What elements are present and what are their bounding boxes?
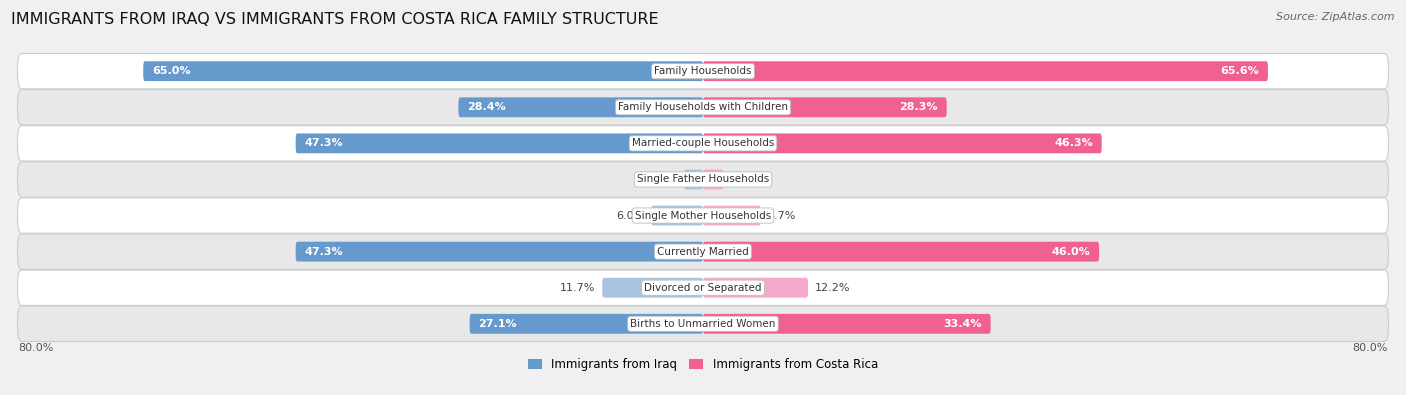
Text: 47.3%: 47.3%: [304, 246, 343, 257]
FancyBboxPatch shape: [703, 61, 1268, 81]
FancyBboxPatch shape: [651, 206, 703, 226]
Text: 28.4%: 28.4%: [467, 102, 506, 112]
FancyBboxPatch shape: [17, 53, 1389, 89]
FancyBboxPatch shape: [143, 61, 703, 81]
Text: 65.6%: 65.6%: [1220, 66, 1260, 76]
FancyBboxPatch shape: [703, 314, 991, 334]
Text: Family Households: Family Households: [654, 66, 752, 76]
Legend: Immigrants from Iraq, Immigrants from Costa Rica: Immigrants from Iraq, Immigrants from Co…: [523, 353, 883, 376]
FancyBboxPatch shape: [17, 162, 1389, 197]
FancyBboxPatch shape: [703, 134, 1102, 153]
Text: 2.4%: 2.4%: [731, 175, 759, 184]
FancyBboxPatch shape: [295, 134, 703, 153]
Text: IMMIGRANTS FROM IRAQ VS IMMIGRANTS FROM COSTA RICA FAMILY STRUCTURE: IMMIGRANTS FROM IRAQ VS IMMIGRANTS FROM …: [11, 12, 659, 27]
Text: 80.0%: 80.0%: [1353, 342, 1388, 353]
FancyBboxPatch shape: [703, 97, 946, 117]
FancyBboxPatch shape: [703, 278, 808, 298]
Text: 46.3%: 46.3%: [1054, 138, 1092, 149]
Text: Source: ZipAtlas.com: Source: ZipAtlas.com: [1277, 12, 1395, 22]
FancyBboxPatch shape: [17, 306, 1389, 342]
Text: Single Father Households: Single Father Households: [637, 175, 769, 184]
FancyBboxPatch shape: [17, 270, 1389, 305]
Text: Family Households with Children: Family Households with Children: [619, 102, 787, 112]
FancyBboxPatch shape: [458, 97, 703, 117]
FancyBboxPatch shape: [17, 90, 1389, 125]
Text: Married-couple Households: Married-couple Households: [631, 138, 775, 149]
Text: Divorced or Separated: Divorced or Separated: [644, 283, 762, 293]
FancyBboxPatch shape: [295, 242, 703, 261]
FancyBboxPatch shape: [703, 169, 724, 189]
FancyBboxPatch shape: [17, 198, 1389, 233]
FancyBboxPatch shape: [17, 126, 1389, 161]
Text: 65.0%: 65.0%: [152, 66, 190, 76]
FancyBboxPatch shape: [470, 314, 703, 334]
FancyBboxPatch shape: [17, 234, 1389, 269]
Text: 6.7%: 6.7%: [768, 211, 796, 220]
Text: Births to Unmarried Women: Births to Unmarried Women: [630, 319, 776, 329]
Text: 46.0%: 46.0%: [1052, 246, 1091, 257]
Text: 47.3%: 47.3%: [304, 138, 343, 149]
FancyBboxPatch shape: [602, 278, 703, 298]
FancyBboxPatch shape: [703, 242, 1099, 261]
Text: Single Mother Households: Single Mother Households: [636, 211, 770, 220]
FancyBboxPatch shape: [685, 169, 703, 189]
FancyBboxPatch shape: [703, 206, 761, 226]
Text: 2.2%: 2.2%: [648, 175, 678, 184]
Text: Currently Married: Currently Married: [657, 246, 749, 257]
Text: 80.0%: 80.0%: [18, 342, 53, 353]
Text: 11.7%: 11.7%: [560, 283, 595, 293]
Text: 28.3%: 28.3%: [900, 102, 938, 112]
Text: 6.0%: 6.0%: [616, 211, 644, 220]
Text: 33.4%: 33.4%: [943, 319, 981, 329]
Text: 27.1%: 27.1%: [478, 319, 517, 329]
Text: 12.2%: 12.2%: [815, 283, 851, 293]
